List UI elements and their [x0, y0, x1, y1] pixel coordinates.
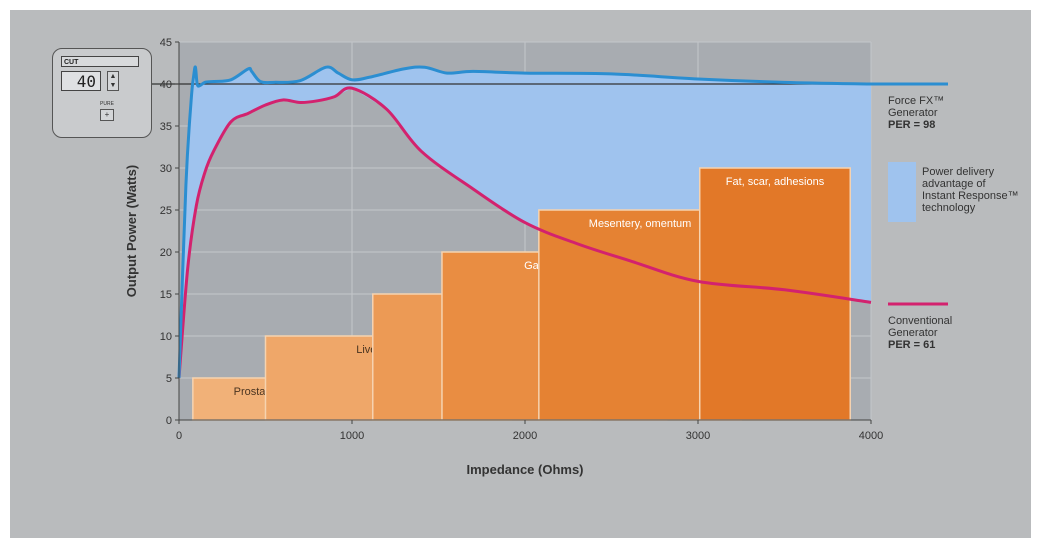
y-tick-label: 45	[160, 37, 172, 49]
device-arrows-icon: ▲ ▼	[107, 71, 119, 91]
device-mode-label: CUT	[61, 56, 139, 67]
tissue-region-box	[698, 167, 851, 421]
tissue-region-label: Mesentery, omentum	[589, 218, 692, 230]
advantage-legend-swatch	[888, 162, 916, 222]
y-tick-label: 40	[160, 79, 172, 91]
force-fx-legend-text: PER = 98	[888, 119, 935, 131]
conventional-legend-text: Generator	[888, 327, 938, 339]
y-tick-label: 5	[166, 373, 172, 385]
x-axis-title: Impedance (Ohms)	[466, 462, 583, 477]
impedance-power-chart: Prostate in nonconductive solutionLiver,…	[124, 37, 1019, 477]
device-pure-button-icon: +	[100, 109, 114, 121]
advantage-legend-text: advantage of	[922, 178, 987, 190]
x-tick-label: 1000	[340, 430, 364, 442]
tissue-region-label: Fat, scar, adhesions	[726, 176, 825, 188]
y-tick-label: 0	[166, 415, 172, 427]
advantage-legend-text: Power delivery	[922, 166, 995, 178]
y-axis-title: Output Power (Watts)	[124, 165, 139, 297]
x-tick-label: 3000	[686, 430, 710, 442]
up-arrow-icon: ▲	[109, 73, 117, 80]
x-tick-label: 0	[176, 430, 182, 442]
y-tick-label: 35	[160, 121, 172, 133]
y-tick-label: 10	[160, 331, 172, 343]
device-pure-label: PURE	[100, 101, 114, 107]
generator-device-icon: CUT 40 ▲ ▼ PURE +	[52, 48, 152, 138]
force-fx-legend-text: Force FX™	[888, 95, 944, 107]
device-power-display: 40	[61, 71, 101, 91]
y-tick-label: 30	[160, 163, 172, 175]
conventional-generator-line	[177, 86, 872, 379]
y-tick-label: 20	[160, 247, 172, 259]
advantage-legend-text: technology	[922, 202, 976, 214]
chart-panel: Prostate in nonconductive solutionLiver,…	[10, 10, 1031, 538]
force-fx-generator-line	[177, 65, 872, 379]
tissue-region: Fat, scar, adhesions	[698, 167, 851, 421]
x-tick-label: 2000	[513, 430, 537, 442]
conventional-legend-text: PER = 61	[888, 339, 935, 351]
conventional-legend-text: Conventional	[888, 315, 952, 327]
y-tick-label: 25	[160, 205, 172, 217]
down-arrow-icon: ▼	[109, 82, 117, 89]
force-fx-legend-text: Generator	[888, 107, 938, 119]
advantage-legend-text: Instant Response™	[922, 190, 1019, 202]
x-tick-label: 4000	[859, 430, 883, 442]
y-tick-label: 15	[160, 289, 172, 301]
